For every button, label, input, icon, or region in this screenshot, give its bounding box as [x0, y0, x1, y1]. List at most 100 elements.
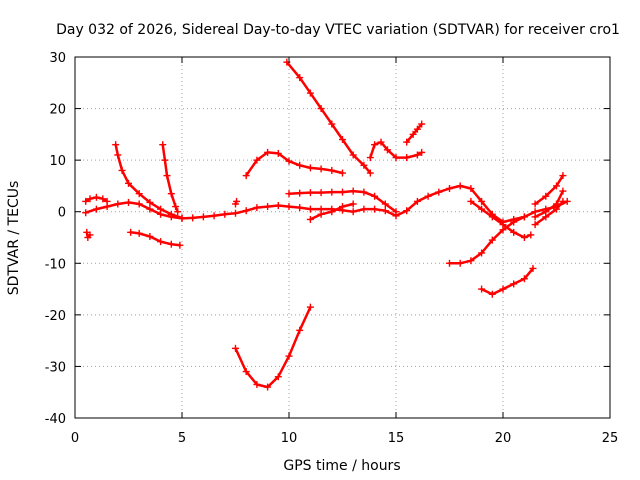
series-trace — [234, 305, 312, 389]
data-point — [306, 205, 314, 213]
data-point — [285, 352, 293, 360]
data-point — [559, 197, 567, 205]
data-point — [296, 326, 304, 334]
data-point — [146, 198, 154, 206]
data-point — [125, 179, 132, 187]
data-point — [296, 161, 304, 169]
series-trace — [533, 200, 565, 226]
data-point — [339, 169, 346, 177]
data-point — [264, 383, 272, 391]
data-point — [366, 154, 374, 162]
data-point — [82, 209, 90, 217]
series-15 — [478, 264, 537, 298]
data-point — [456, 182, 464, 190]
data-point — [285, 203, 293, 211]
x-tick-label: 0 — [71, 431, 79, 446]
data-point — [86, 195, 94, 203]
data-point — [456, 259, 464, 267]
y-tick-label: 20 — [49, 103, 66, 118]
data-point — [174, 208, 182, 216]
data-point — [317, 210, 325, 218]
data-point — [306, 215, 314, 223]
data-point — [296, 204, 304, 212]
series-trace — [533, 174, 565, 206]
data-point — [99, 195, 107, 203]
data-point — [559, 187, 567, 195]
data-point — [127, 228, 135, 236]
data-point — [349, 187, 357, 195]
data-point — [381, 207, 389, 215]
data-point — [233, 197, 241, 205]
data-point — [135, 200, 143, 208]
data-point — [531, 213, 539, 221]
data-point — [553, 182, 560, 190]
data-point — [253, 204, 261, 212]
data-point — [413, 151, 421, 159]
data-point — [499, 285, 507, 293]
data-point — [242, 172, 250, 180]
series-3 — [112, 141, 186, 222]
series-9 — [366, 138, 426, 162]
data-point — [488, 236, 496, 244]
data-point — [488, 213, 496, 221]
data-point — [339, 136, 346, 144]
data-point — [371, 205, 379, 213]
series-2 — [83, 228, 94, 241]
data-point — [383, 146, 391, 154]
data-point — [221, 210, 229, 218]
data-point — [520, 234, 528, 241]
data-point — [377, 138, 385, 146]
data-point — [360, 205, 368, 213]
data-point — [172, 203, 180, 211]
data-point — [488, 290, 496, 298]
data-point — [296, 74, 304, 82]
data-point — [157, 205, 165, 213]
series-8 — [283, 58, 374, 177]
data-point — [253, 380, 261, 388]
data-point — [103, 197, 111, 205]
data-point — [418, 120, 426, 128]
data-point — [317, 165, 325, 173]
y-tick-label: 30 — [49, 51, 66, 66]
data-point — [339, 188, 346, 196]
grid — [75, 57, 610, 418]
series-trace — [129, 231, 182, 247]
data-point — [189, 214, 197, 222]
data-point — [146, 205, 154, 213]
data-point — [531, 221, 539, 229]
data-point — [467, 257, 475, 265]
series-16 — [467, 197, 535, 241]
data-point — [510, 228, 518, 236]
data-point — [112, 141, 120, 149]
data-point — [553, 200, 560, 208]
series-trace — [533, 189, 565, 219]
data-point — [92, 205, 100, 213]
data-point — [163, 172, 171, 180]
data-point — [253, 156, 261, 164]
data-point — [360, 161, 368, 169]
series-6 — [242, 148, 346, 180]
data-point — [542, 208, 550, 216]
data-point — [86, 231, 94, 239]
data-point — [371, 141, 379, 149]
data-point — [328, 166, 336, 174]
data-point — [328, 120, 336, 128]
data-point — [118, 166, 126, 174]
x-tick-label: 25 — [602, 431, 619, 446]
data-point — [531, 200, 539, 208]
data-point — [403, 138, 411, 146]
x-tick-label: 15 — [388, 431, 405, 446]
data-point — [349, 208, 357, 216]
data-point — [366, 169, 374, 177]
data-point — [317, 189, 325, 197]
series-19 — [531, 187, 567, 221]
data-point — [529, 264, 537, 272]
data-point — [349, 151, 357, 159]
data-point — [242, 368, 250, 376]
series-5 — [127, 228, 184, 249]
data-point — [306, 164, 314, 172]
data-point — [92, 193, 100, 201]
y-tick-label: -10 — [45, 257, 66, 272]
data-point — [125, 198, 132, 206]
data-point — [403, 207, 411, 215]
